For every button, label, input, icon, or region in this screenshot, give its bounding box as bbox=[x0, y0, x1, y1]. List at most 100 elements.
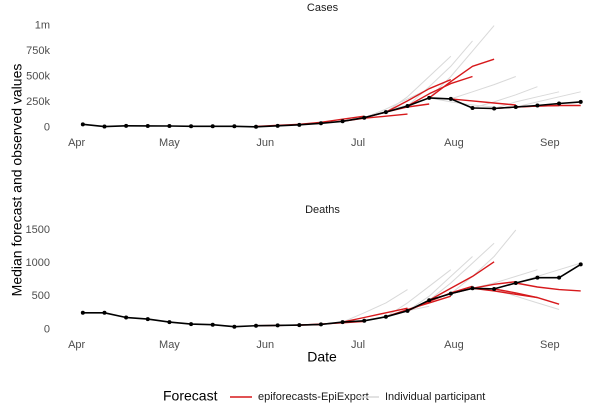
observed-point bbox=[124, 123, 129, 128]
forecast-line bbox=[450, 98, 516, 106]
observed-point bbox=[470, 106, 475, 111]
observed-point bbox=[102, 124, 107, 129]
observed-point bbox=[362, 318, 367, 323]
observed-point bbox=[383, 314, 388, 319]
observed-point bbox=[167, 124, 172, 129]
participant-line bbox=[450, 229, 517, 294]
observed-point bbox=[427, 95, 432, 100]
observed-point bbox=[578, 99, 583, 104]
observed-point bbox=[362, 115, 367, 120]
x-tick-label: Sep bbox=[540, 137, 560, 149]
observed-point bbox=[340, 119, 345, 124]
participant-line bbox=[428, 25, 495, 99]
y-tick-label: 1500 bbox=[26, 224, 50, 236]
observed-point bbox=[254, 124, 259, 129]
x-tick-label: Jul bbox=[351, 339, 365, 351]
y-tick-label: 250k bbox=[26, 96, 50, 108]
observed-point bbox=[80, 310, 85, 315]
participant-line bbox=[385, 55, 452, 113]
legend-title: Forecast bbox=[163, 388, 218, 404]
observed-point bbox=[405, 308, 410, 313]
observed-point bbox=[145, 317, 150, 322]
legend-label: Individual participant bbox=[385, 391, 485, 403]
participant-line bbox=[450, 76, 516, 100]
forecast-line bbox=[407, 75, 473, 107]
observed-point bbox=[557, 275, 562, 280]
x-tick-label: Apr bbox=[68, 339, 85, 351]
x-tick-label: May bbox=[159, 339, 180, 351]
legend-label: epiforecasts-EpiExpert bbox=[258, 391, 369, 403]
observed-point bbox=[492, 286, 497, 291]
observed-point bbox=[535, 103, 540, 108]
observed-point bbox=[383, 110, 388, 115]
panel-title: Cases bbox=[307, 2, 339, 14]
x-tick-label: Aug bbox=[444, 339, 464, 351]
observed-point bbox=[405, 104, 410, 109]
observed-point bbox=[145, 123, 150, 128]
y-tick-label: 750k bbox=[26, 45, 50, 57]
forecast-line bbox=[385, 78, 452, 113]
observed-point bbox=[318, 322, 323, 327]
observed-point bbox=[124, 315, 129, 320]
observed-point bbox=[254, 323, 259, 328]
x-tick-label: Jul bbox=[351, 137, 365, 149]
observed-line bbox=[82, 97, 581, 128]
observed-point bbox=[513, 280, 518, 285]
observed-point bbox=[232, 324, 237, 329]
x-tick-label: Aug bbox=[444, 137, 464, 149]
observed-point bbox=[210, 322, 215, 327]
observed-point bbox=[210, 124, 215, 129]
observed-point bbox=[470, 286, 475, 291]
x-tick-label: Jun bbox=[256, 339, 274, 351]
participant-line bbox=[428, 242, 495, 301]
observed-line bbox=[82, 263, 582, 328]
y-tick-label: 0 bbox=[44, 121, 50, 133]
x-tick-label: May bbox=[159, 137, 180, 149]
forecast-line bbox=[428, 58, 495, 99]
observed-point bbox=[318, 121, 323, 126]
observed-point bbox=[535, 275, 540, 280]
forecast-line bbox=[493, 288, 560, 305]
y-tick-label: 500 bbox=[32, 290, 50, 302]
forecast-line bbox=[515, 282, 581, 292]
x-tick-label: Sep bbox=[540, 339, 560, 351]
observed-point bbox=[492, 106, 497, 111]
observed-point bbox=[275, 123, 280, 128]
observed-point bbox=[448, 96, 453, 101]
observed-point bbox=[427, 298, 432, 303]
observed-point bbox=[557, 101, 562, 106]
observed-point bbox=[189, 322, 194, 327]
observed-point bbox=[167, 320, 172, 325]
observed-point bbox=[275, 323, 280, 328]
observed-point bbox=[448, 291, 453, 296]
participant-line bbox=[493, 91, 560, 109]
observed-point bbox=[513, 105, 518, 110]
forecast-line bbox=[428, 261, 495, 301]
participant-line bbox=[407, 40, 473, 107]
panel-title: Deaths bbox=[305, 204, 340, 216]
y-tick-label: 1m bbox=[35, 20, 50, 32]
observed-point bbox=[80, 122, 85, 127]
observed-point bbox=[189, 124, 194, 129]
participant-line bbox=[364, 88, 430, 119]
participant-line bbox=[515, 91, 581, 108]
x-axis-title: Date bbox=[307, 349, 337, 365]
y-tick-label: 0 bbox=[44, 323, 50, 335]
forecast-line bbox=[342, 307, 408, 323]
forecast-line bbox=[472, 287, 538, 299]
participant-line bbox=[472, 86, 538, 109]
observed-point bbox=[102, 310, 107, 315]
participant-line bbox=[342, 289, 408, 323]
x-tick-label: Jun bbox=[256, 137, 274, 149]
observed-point bbox=[340, 320, 345, 325]
observed-point bbox=[232, 124, 237, 129]
x-tick-label: Apr bbox=[68, 137, 85, 149]
observed-point bbox=[578, 262, 583, 267]
y-tick-label: 1000 bbox=[26, 257, 50, 269]
observed-point bbox=[297, 323, 302, 328]
y-tick-label: 500k bbox=[26, 70, 50, 82]
participant-line bbox=[407, 256, 473, 312]
y-axis-title: Median forecast and observed values bbox=[9, 64, 25, 297]
observed-point bbox=[297, 122, 302, 127]
